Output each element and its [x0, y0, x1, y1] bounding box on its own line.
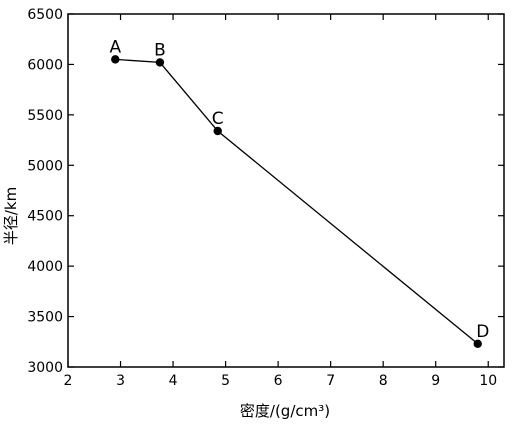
y-tick-label: 6500	[27, 7, 63, 23]
x-axis-label: 密度/(g/cm³)	[240, 402, 330, 420]
x-tick-label: 6	[274, 373, 283, 389]
data-point-c	[213, 126, 222, 136]
point-labels: A B C D	[109, 37, 489, 341]
x-tick-label: 8	[379, 373, 388, 389]
x-tick-label: 3	[116, 373, 125, 389]
x-tick-label: 10	[479, 373, 497, 389]
data-point-a	[111, 55, 120, 64]
x-tick-label: 2	[64, 373, 73, 389]
point-label-b: B	[154, 40, 166, 60]
point-label-d: D	[476, 322, 489, 342]
x-tick-label: 7	[326, 373, 335, 389]
y-tick-label: 4500	[27, 209, 63, 225]
y-axis-label: 半径/km	[2, 187, 20, 245]
data-points	[111, 55, 482, 349]
x-tick-label: 4	[169, 373, 178, 389]
y-tick-label: 6000	[27, 57, 63, 73]
x-tick-label: 5	[221, 373, 230, 389]
y-axis-ticks: 3000 3500 4000 4500 5000 5500 6000 6500	[27, 7, 504, 376]
x-axis-ticks: 2 3 4 5 6 7 8 9 10	[64, 14, 497, 389]
data-point-d	[473, 339, 482, 349]
y-tick-label: 4000	[27, 259, 63, 275]
point-label-c: C	[212, 109, 224, 129]
point-label-a: A	[109, 37, 121, 57]
y-tick-label: 3500	[27, 310, 63, 326]
y-tick-label: 5000	[27, 158, 63, 174]
plot-frame	[67, 13, 505, 368]
y-tick-label: 3000	[27, 360, 63, 376]
data-point-b	[155, 58, 165, 67]
y-tick-label: 5500	[27, 108, 63, 124]
x-tick-label: 9	[431, 373, 440, 389]
series-line	[115, 58, 479, 345]
